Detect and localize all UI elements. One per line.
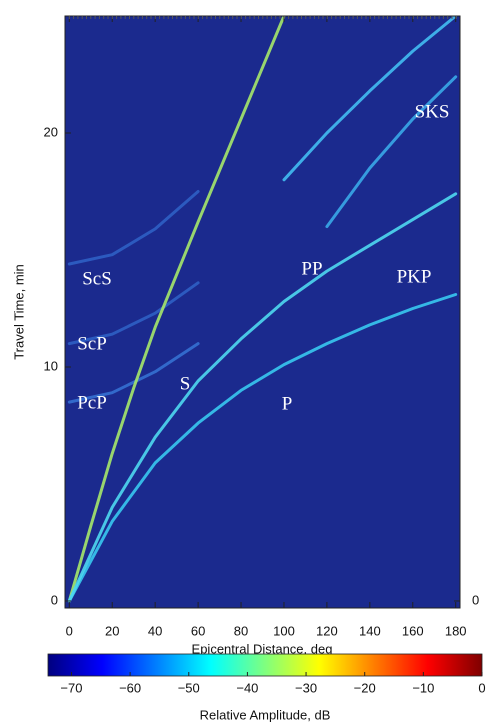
colorbar-tick-label: −20 <box>354 680 376 695</box>
phase-curve <box>282 16 458 182</box>
phase-label: S <box>180 373 191 394</box>
y2-tick-label: 0 <box>472 592 479 607</box>
plot-area <box>67 16 458 603</box>
phase-label: ScP <box>77 333 107 354</box>
phase-label: PcP <box>77 392 107 413</box>
phase-curve <box>67 293 458 603</box>
phase-label: ScS <box>82 268 112 289</box>
x-tick-label: 100 <box>273 623 295 638</box>
x-tick-label: 60 <box>191 623 205 638</box>
phase-curve <box>67 16 286 603</box>
colorbar <box>47 653 483 677</box>
colorbar-tick-label: 0 <box>478 680 485 695</box>
x-axis-title: Epicentral Distance, deg <box>192 641 333 656</box>
y-tick-label: 10 <box>44 358 58 373</box>
plot-background <box>65 16 460 608</box>
colorbar-tick-label: −70 <box>60 680 82 695</box>
y-tick-label: 20 <box>44 124 58 139</box>
x-tick-label: 140 <box>359 623 381 638</box>
colorbar-tick-label: −10 <box>412 680 434 695</box>
phase-curve <box>67 192 458 603</box>
colorbar-tick-label: −50 <box>178 680 200 695</box>
x-tick-label: 20 <box>105 623 119 638</box>
phase-label: SKS <box>415 101 450 122</box>
y-axis-title: Travel Time, min <box>11 264 26 360</box>
x-tick-label: 80 <box>234 623 248 638</box>
colorbar-tick-label: −60 <box>119 680 141 695</box>
x-tick-label: 0 <box>66 623 73 638</box>
phase-label: PP <box>301 258 322 279</box>
phase-label: P <box>282 393 293 414</box>
colorbar-tick-label: −40 <box>236 680 258 695</box>
x-tick-label: 120 <box>316 623 338 638</box>
phase-curve <box>325 75 458 229</box>
phase-curve <box>67 190 200 266</box>
x-tick-label: 180 <box>445 623 467 638</box>
x-tick-label: 160 <box>402 623 424 638</box>
colorbar-tick-label: −30 <box>295 680 317 695</box>
y-tick-label: 0 <box>51 592 58 607</box>
phase-label: PKP <box>397 266 432 287</box>
phase-curve <box>67 281 200 346</box>
x-tick-label: 40 <box>148 623 162 638</box>
colorbar-title: Relative Amplitude, dB <box>200 707 331 722</box>
phase-curve <box>67 342 200 404</box>
